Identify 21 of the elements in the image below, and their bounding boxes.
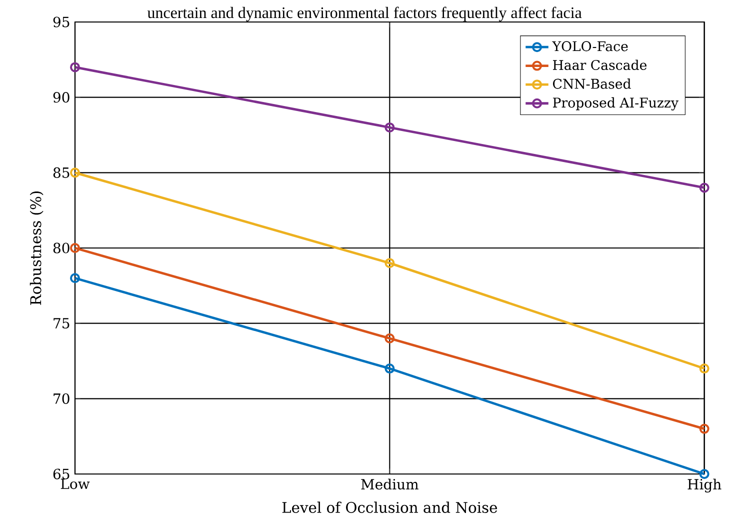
y-tick-label: 80	[53, 242, 70, 254]
x-tick-label: Medium	[361, 478, 418, 490]
text: uncertain and dynamic environmental factors frequently affect facia	[147, 6, 582, 22]
y-tick-label: 65	[53, 468, 70, 480]
y-tick-label: 90	[53, 92, 70, 103]
x-axis-title: Level of Occlusion and Noise	[282, 502, 498, 513]
point	[384, 258, 395, 268]
legend-label: Haar Cascade	[552, 60, 647, 70]
y-tick-label: 75	[54, 318, 70, 329]
x-tick-label: Low	[60, 478, 90, 490]
point	[384, 333, 395, 344]
point	[384, 364, 395, 374]
y-tick-label: 95	[53, 16, 70, 28]
legend-label: CNN-Based	[553, 78, 631, 89]
point	[384, 122, 395, 132]
y-tick-label: 70	[54, 393, 70, 404]
y-axis-title: Robustness (%)	[30, 192, 44, 305]
legend-label: Proposed AI-Fuzzy	[552, 97, 678, 110]
x-tick-label: High	[688, 478, 722, 492]
y-tick-label: 85	[53, 167, 70, 178]
legend-label: YOLO-Face	[552, 41, 628, 52]
